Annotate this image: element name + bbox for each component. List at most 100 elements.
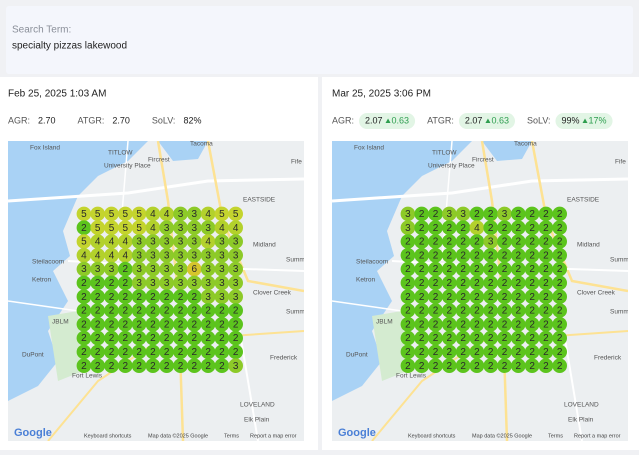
- rank-cell: [552, 248, 567, 263]
- rank-cell: [469, 303, 485, 318]
- rank-label: 2: [516, 209, 522, 220]
- rank-label: 2: [419, 250, 425, 261]
- rank-label: 2: [502, 306, 508, 317]
- rank-label: 2: [447, 306, 453, 317]
- rank-label: 3: [233, 250, 239, 261]
- rank-cell: [145, 303, 161, 318]
- map-footer: Terms: [224, 433, 239, 439]
- rank-cell: [187, 275, 202, 291]
- rank-cell: [511, 220, 526, 235]
- rank-label: 2: [502, 333, 508, 344]
- rank-label: 5: [109, 223, 115, 234]
- rank-cell: [524, 317, 540, 332]
- rank-cell: [228, 344, 243, 360]
- rank-cell: [483, 303, 498, 318]
- rank-cell: [104, 275, 119, 291]
- rank-cell: [538, 344, 554, 360]
- stat-value: 99%: [562, 115, 580, 125]
- rank-cell: [131, 206, 147, 222]
- rank-cell: [483, 248, 498, 263]
- rank-cell: [76, 303, 92, 318]
- rank-cell: [442, 220, 457, 235]
- rank-label: 2: [178, 292, 184, 303]
- rank-cell: [200, 220, 216, 235]
- rank-cell: [442, 330, 457, 346]
- rank-label: 2: [543, 319, 549, 330]
- rank-label: 2: [95, 306, 101, 317]
- rank-label: 2: [405, 264, 411, 275]
- rank-cell: [469, 261, 485, 277]
- rank-cell: [455, 289, 471, 304]
- rank-label: 2: [543, 347, 549, 358]
- rank-cell: [173, 220, 188, 235]
- rank-label: 2: [81, 223, 87, 234]
- rank-label: 2: [219, 361, 225, 372]
- rank-label: 2: [488, 347, 494, 358]
- rank-label: 2: [433, 347, 439, 358]
- rank-label: 2: [136, 306, 142, 317]
- rank-cell: [497, 275, 512, 291]
- rank-label: 2: [529, 209, 535, 220]
- rank-label: 4: [474, 223, 480, 234]
- rank-cell: [76, 289, 92, 304]
- rank-label: 2: [419, 347, 425, 358]
- rank-cell: [414, 220, 429, 235]
- rank-cell: [145, 220, 161, 235]
- rank-label: 3: [447, 209, 453, 220]
- rank-label: 2: [150, 347, 156, 358]
- rank-cell: [552, 206, 567, 222]
- rank-cell: [552, 330, 567, 346]
- rank-cell: [497, 344, 512, 360]
- rank-label: 2: [488, 319, 494, 330]
- rank-cell: [442, 303, 457, 318]
- map-label: JBLM: [52, 319, 69, 326]
- rank-label: 2: [502, 361, 508, 372]
- rank-cell: [414, 275, 429, 291]
- rank-cell: [552, 344, 567, 360]
- map-label: Tacoma: [190, 141, 213, 148]
- rank-cell: [90, 358, 105, 373]
- rank-label: 2: [192, 333, 198, 344]
- rank-label: 3: [178, 250, 184, 261]
- map: Fox Island TITLOW University PlaceFircrest…: [8, 141, 304, 441]
- rank-cell: [76, 317, 92, 332]
- date: Mar 25, 2025 3:06 PM: [332, 89, 431, 100]
- rank-cell: [159, 317, 174, 332]
- rank-cell: [159, 248, 174, 263]
- rank-cell: [187, 358, 202, 373]
- up-arrow: [582, 118, 588, 123]
- rank-cell: [469, 220, 485, 235]
- rank-label: 2: [460, 333, 466, 344]
- rank-cell: [442, 206, 457, 222]
- rank-cell: [538, 220, 554, 235]
- rank-cell: [228, 234, 243, 249]
- rank-cell: [469, 317, 485, 332]
- rank-cell: [187, 317, 202, 332]
- rank-cell: [538, 330, 554, 346]
- rank-label: 2: [123, 319, 129, 330]
- rank-label: 2: [233, 333, 239, 344]
- rank-label: 4: [95, 250, 101, 261]
- rank-label: 3: [205, 223, 211, 234]
- rank-label: 3: [219, 250, 225, 261]
- rank-label: 4: [81, 250, 87, 261]
- map-label: Fircrest: [472, 157, 494, 164]
- rank-label: 3: [192, 250, 198, 261]
- map-water: [332, 141, 472, 401]
- up-arrow: [385, 118, 391, 123]
- rank-label: 2: [557, 223, 563, 234]
- rank-label: 5: [136, 209, 142, 220]
- rank-label: 2: [164, 306, 170, 317]
- rank-label: 3: [178, 237, 184, 248]
- map-footer: Report a map error: [250, 433, 297, 439]
- stat-label: SoLV:: [527, 115, 551, 125]
- rank-cell: [428, 234, 443, 249]
- rank-label: 5: [233, 209, 239, 220]
- rank-cell: [552, 220, 567, 235]
- rank-cell: [469, 289, 485, 304]
- map-label: Frederick: [594, 355, 622, 362]
- rank-label: 5: [123, 223, 129, 234]
- rank-cell: [228, 248, 243, 263]
- rank-cell: [104, 330, 119, 346]
